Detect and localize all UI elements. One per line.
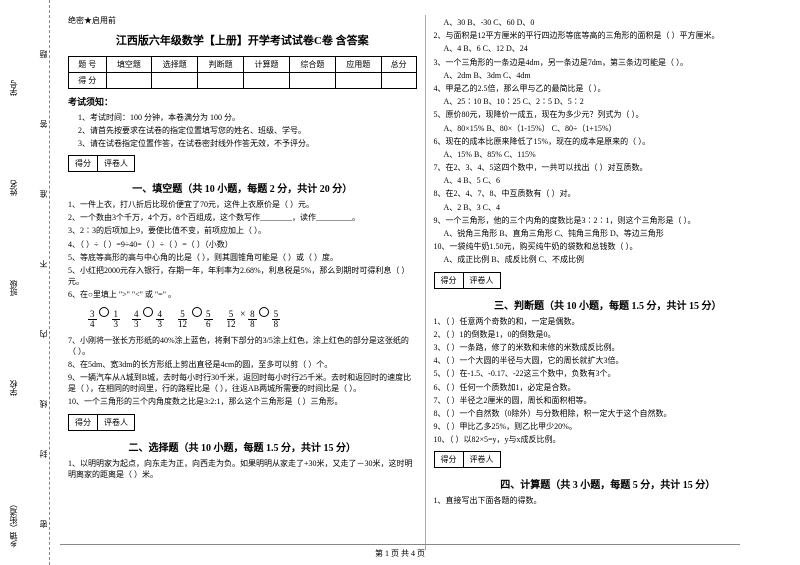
question: 5、原价80元，现降价一成五，现在为多少元？列式为（ ）。 [434,109,783,120]
question: 9、一个三角形，他的三个内角的度数比是3∶2∶1，则这个三角形是（ ）。 [434,215,783,226]
options: A、2 B、3 C、4 [434,202,783,213]
notice-item: 2、请首先按要求在试卷的指定位置填写您的姓名、班级、学号。 [78,125,417,136]
score-box: 得分 评卷人 [68,414,135,431]
question: 4、（ ）一个大圆的半径与大圆，它的周长就扩大3倍。 [434,355,783,366]
content-area: 绝密★启用前 江西版六年级数学【上册】开学考试试卷C卷 含答案 题 号 填空题 … [50,0,800,565]
options: A、80×15% B、80×（1-15%） C、80÷（1+15%） [434,123,783,134]
notice-item: 1、考试时间：100 分钟，本卷满分为 100 分。 [78,112,417,123]
question: 2、一个数由3个千万，4个万，8个百组成，这个数写作________，读作___… [68,212,417,223]
question: 10、一袋纯牛奶1.50元，购买纯牛奶的袋数和总钱数（ ）。 [434,241,783,252]
grader-label: 评卷人 [98,415,134,430]
question: 3、（ ）一条路，修了的米数和未修的米数成反比例。 [434,342,783,353]
score-label: 得分 [69,156,98,171]
score-label: 得分 [435,452,464,467]
question: 2、与面积是12平方厘米的平行四边形等底等高的三角形的面积是（ ）平方厘米。 [434,30,783,41]
question: 9、一辆汽车从A城到B城，去时每小时行30千米，返回时每小时行25千米。去时和返… [68,372,417,394]
th: 判断题 [198,57,244,73]
question: 1、直接写出下面各题的得数。 [434,495,783,506]
margin-label-school: 学校 [8,380,19,396]
page-footer: 第 1 页 共 4 页 [0,544,800,559]
score-table: 题 号 填空题 选择题 判断题 计算题 综合题 应用题 总分 得 分 [68,56,417,89]
seal-char: 准 [38,190,49,198]
grader-label: 评卷人 [464,452,500,467]
question: 2、（ ）1的倒数是1，0的倒数是0。 [434,329,783,340]
secret-label: 绝密★启用前 [68,15,417,26]
score-box: 得分 评卷人 [434,451,501,468]
question: 9、（ ）甲比乙多25%，则乙比甲少20%。 [434,421,783,432]
question: 1、以明明家为起点，向东走为正，向西走为负。如果明明从家走了+30米，又走了－3… [68,458,417,480]
question: 5、等底等高形的高与中心角的比是（ ），则其圆锥角可能是（ ）或（ ）度。 [68,252,417,263]
seal-char: 答 [38,120,49,128]
right-column: A、30 B、-30 C、60 D、0 2、与面积是12平方厘米的平行四边形等底… [426,15,791,550]
question: 5、（ ）在-1.5、-0.17、-22这三个数中，负数有3个。 [434,368,783,379]
table-row: 得 分 [69,73,417,89]
section-judge-title: 三、判断题（共 10 小题，每题 1.5 分，共计 15 分） [434,297,783,312]
question: 8、在5dm、宽3dm的长方形纸上剪出直径是4cm的圆，至多可以剪（ ）个。 [68,359,417,370]
table-row: 题 号 填空题 选择题 判断题 计算题 综合题 应用题 总分 [69,57,417,73]
notice-item: 3、请在试卷指定位置作答，在试卷密封线外作答无效，不予评分。 [78,138,417,149]
question: 10、一个三角形的三个内角度数之比是3:2:1，那么这个三角形是（ ）三角形。 [68,396,417,407]
exam-title: 江西版六年级数学【上册】开学考试试卷C卷 含答案 [68,32,417,48]
section-fill-title: 一、填空题（共 10 小题，每题 2 分，共计 20 分） [68,180,417,195]
th: 填空题 [106,57,152,73]
seal-char: 密 [38,520,49,528]
grader-label: 评卷人 [98,156,134,171]
options: A、2dm B、3dm C、4dm [434,70,783,81]
margin-label-name: 姓名 [8,180,19,196]
binding-margin: 乡镇（街道） 学校 班级 姓名 学号 密 封 线 内 不 准 答 题 [0,0,50,565]
options: A、15% B、85% C、115% [434,149,783,160]
fraction-row: 34 13 43 43 512 56 512 × 88 58 [88,307,280,329]
question: 8、（ ）一个自然数（0除外）与分数相除，积一定大于这个自然数。 [434,408,783,419]
question: 6、（ ）任何一个质数加1，必定是合数。 [434,382,783,393]
th: 题 号 [69,57,107,73]
exam-page: 乡镇（街道） 学校 班级 姓名 学号 密 封 线 内 不 准 答 题 绝密★启用… [0,0,800,565]
question: 5、小红把2000元存入银行，存期一年，年利率为2.68%，利息税是5%，那么到… [68,265,417,287]
th: 应用题 [335,57,381,73]
question: 10、（ ）以82×5=y，y与x成反比例。 [434,434,783,445]
question: 3、2∶3的后项加上9，要使比值不变，前项应加上（ ）。 [68,225,417,236]
question: 7、（ ）半径之2厘米的圆，周长和面积相等。 [434,395,783,406]
question: 3、一个三角形的一条边是4dm，另一条边是7dm，第三条边可能是（ ）。 [434,57,783,68]
question: 6、现在的成本比原来降低了15%，现在的成本是原来的（ ）。 [434,136,783,147]
options: A、4 B、5 C、6 [434,175,783,186]
th: 选择题 [152,57,198,73]
score-label: 得分 [69,415,98,430]
margin-label-id: 学号 [8,80,19,96]
seal-char: 线 [38,400,49,408]
th: 综合题 [289,57,335,73]
seal-char: 题 [38,50,49,58]
th: 总分 [381,57,416,73]
section-choice-title: 二、选择题（共 10 小题，每题 1.5 分，共计 15 分） [68,439,417,454]
section-calc-title: 四、计算题（共 3 小题，每题 5 分，共计 15 分） [434,476,783,491]
question: 6、在○里填上 ">" "<" 或 "=" 。 [68,289,417,300]
margin-label-class: 班级 [8,280,19,296]
question: 8、在2、4、7、8、中互质数有（ ）对。 [434,188,783,199]
td: 得 分 [69,73,107,89]
options: A、25∶10 B、10∶25 C、2∶5 D、5∶2 [434,96,783,107]
score-box: 得分 评卷人 [68,155,135,172]
question: 7、小刚将一张长方形纸的40%涂上蓝色，将剩下部分的3/5涂上红色，涂上红色的部… [68,335,417,357]
options: A、锐角三角形 B、直角三角形 C、钝角三角形 D、等边三角形 [434,228,783,239]
left-column: 绝密★启用前 江西版六年级数学【上册】开学考试试卷C卷 含答案 题 号 填空题 … [60,15,426,550]
question: 4、（ ）÷（ ）=9÷40=（ ）÷（ ）=（ ）（小数） [68,239,417,250]
th: 计算题 [244,57,290,73]
seal-char: 内 [38,330,49,338]
question: 4、甲是乙的2.5倍，那么甲与乙的最简比是（ ）。 [434,83,783,94]
question: 1、一件上衣，打八折后比现价便宜了70元，这件上衣原价是（ ）元。 [68,199,417,210]
score-box: 得分 评卷人 [434,272,501,289]
score-label: 得分 [435,273,464,288]
question: 7、在2、3、4、5这四个数中，一共可以找出（ ）对互质数。 [434,162,783,173]
page-number: 第 1 页 共 4 页 [375,549,425,558]
seal-char: 不 [38,260,49,268]
options: A、成正比例 B、成反比例 C、不成比例 [434,254,783,265]
margin-label-township: 乡镇（街道） [8,500,19,548]
grader-label: 评卷人 [464,273,500,288]
notice-title: 考试须知： [68,95,417,108]
options: A、30 B、-30 C、60 D、0 [434,17,783,28]
question: 1、（ ）任意两个奇数的和，一定是偶数。 [434,316,783,327]
seal-char: 封 [38,450,49,458]
options: A、4 B、6 C、12 D、24 [434,43,783,54]
